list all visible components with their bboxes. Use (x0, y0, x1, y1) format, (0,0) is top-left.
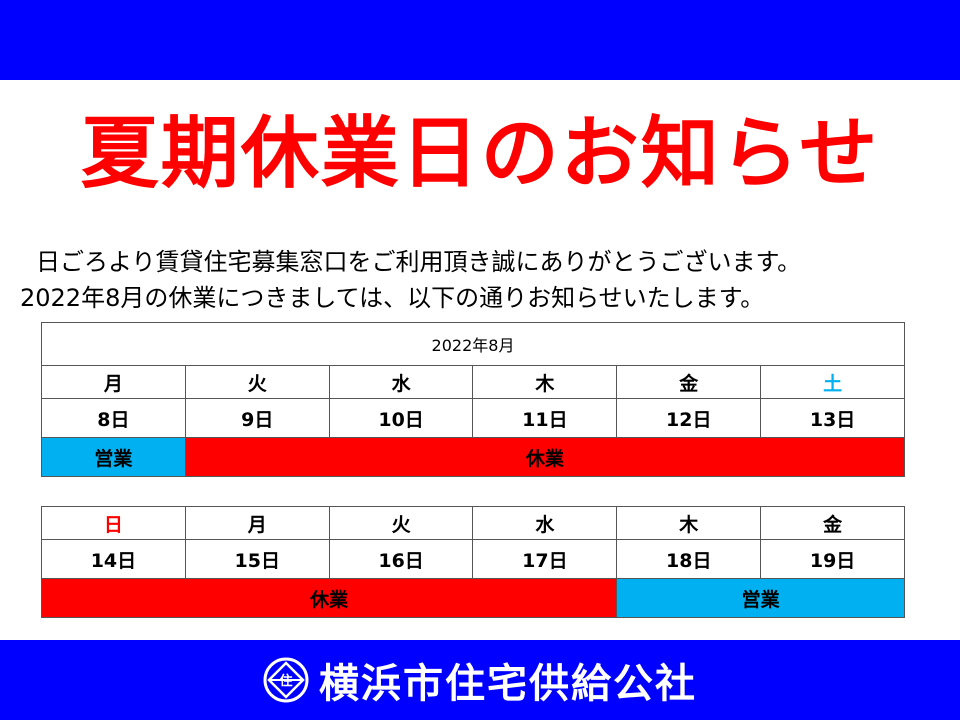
status-open-cell: 営業 (616, 578, 905, 618)
status-open-cell: 営業 (41, 437, 186, 477)
day-header: 金 (616, 365, 762, 399)
status-closed-cell: 休業 (40, 578, 618, 618)
calendar-week-2: 日 月 火 水 木 金 14日 15日 16日 17日 18日 19日 休業 営… (40, 506, 905, 618)
intro-text: 日ごろより賃貸住宅募集窓口をご利用頂き誠にありがとうございます。 2022年8月… (20, 244, 936, 316)
date-cell: 13日 (760, 398, 905, 438)
date-cell: 9日 (184, 398, 330, 438)
organization-logo: 住 横浜市住宅供給公社 (263, 651, 697, 709)
footer-banner: 住 横浜市住宅供給公社 (0, 640, 960, 720)
day-header: 木 (616, 506, 762, 540)
date-cell: 10日 (328, 398, 474, 438)
day-header: 金 (760, 506, 905, 540)
date-cell: 19日 (760, 539, 905, 579)
day-header: 水 (472, 506, 618, 540)
organization-name: 横浜市住宅供給公社 (319, 661, 697, 707)
date-cell: 16日 (328, 539, 474, 579)
day-header: 水 (328, 365, 474, 399)
top-banner (0, 0, 960, 80)
date-cell: 18日 (616, 539, 762, 579)
day-header-sunday: 日 (41, 506, 186, 540)
date-cell: 8日 (41, 398, 186, 438)
day-header: 月 (41, 365, 186, 399)
intro-line-2: 2022年8月の休業につきましては、以下の通りお知らせいたします。 (20, 284, 765, 312)
day-header: 月 (184, 506, 330, 540)
day-header-saturday: 土 (760, 365, 905, 399)
day-header: 火 (328, 506, 474, 540)
yokohama-housing-emblem-icon: 住 (263, 657, 309, 703)
status-closed-cell: 休業 (184, 437, 906, 477)
day-header: 火 (184, 365, 330, 399)
date-cell: 15日 (184, 539, 330, 579)
intro-line-1: 日ごろより賃貸住宅募集窓口をご利用頂き誠にありがとうございます。 (36, 248, 802, 276)
date-cell: 14日 (41, 539, 186, 579)
calendar-week-1: 2022年8月 月 火 水 木 金 土 8日 9日 10日 11日 12日 13… (41, 322, 906, 477)
emblem-mark: 住 (279, 673, 292, 689)
page-title: 夏期休業日のお知らせ (80, 109, 880, 199)
month-label: 2022年8月 (41, 322, 905, 366)
date-cell: 11日 (472, 398, 618, 438)
day-header: 木 (472, 365, 618, 399)
date-cell: 17日 (472, 539, 618, 579)
date-cell: 12日 (616, 398, 762, 438)
